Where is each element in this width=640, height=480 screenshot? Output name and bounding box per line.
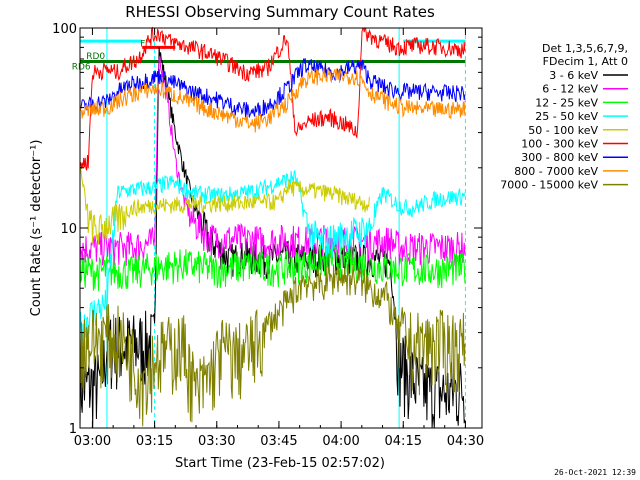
series-line-3 xyxy=(79,170,466,344)
x-tick-label-1: 03:15 xyxy=(136,434,173,449)
timestamp: 26-Oct-2021 12:39 xyxy=(554,468,636,477)
legend-label-1: 6 - 12 keV xyxy=(542,83,598,96)
series-line-4 xyxy=(79,166,370,245)
x-tick-label-4: 04:00 xyxy=(322,434,359,449)
y-axis-label: Count Rate (s⁻¹ detector⁻¹) xyxy=(29,140,44,317)
series-4 xyxy=(79,166,370,245)
legend-header-0: Det 1,3,5,6,7,9, xyxy=(542,42,628,55)
legend-label-6: 300 - 800 keV xyxy=(521,151,598,164)
annotation-1: RD0 xyxy=(86,52,105,62)
legend-label-3: 25 - 50 keV xyxy=(535,110,598,123)
series-line-5 xyxy=(79,26,466,171)
x-tick-label-6: 04:30 xyxy=(447,434,484,449)
annotation-2: F xyxy=(140,39,145,49)
y-tick-label-0: 1 xyxy=(69,422,77,437)
legend-header-1: FDecim 1, Att 0 xyxy=(543,55,628,68)
legend-label-2: 12 - 25 keV xyxy=(535,96,598,109)
series-layer xyxy=(79,26,466,429)
series-8 xyxy=(79,263,466,427)
x-tick-label-5: 04:15 xyxy=(385,434,422,449)
x-tick-label-3: 03:45 xyxy=(260,434,297,449)
annotation-0: RD6 xyxy=(72,63,91,73)
series-line-7 xyxy=(79,67,466,133)
series-2 xyxy=(79,244,466,291)
y-tick-label-1: 10 xyxy=(60,222,77,237)
legend: Det 1,3,5,6,7,9,FDecim 1, Att 03 - 6 keV… xyxy=(500,42,628,192)
legend-label-4: 50 - 100 keV xyxy=(528,124,598,137)
series-0 xyxy=(79,46,466,429)
series-7 xyxy=(79,67,466,133)
series-3 xyxy=(79,170,466,344)
series-line-0 xyxy=(79,46,466,429)
axes-layer: 03:00 03:15 03:30 03:45 04:00 04:15 04:30 1 10 10… xyxy=(52,22,484,449)
series-line-2 xyxy=(79,244,466,291)
series-line-8 xyxy=(79,263,466,427)
chart-title: RHESSI Observing Summary Count Rates xyxy=(125,3,435,21)
x-tick-label-0: 03:00 xyxy=(74,434,111,449)
legend-label-8: 7000 - 15000 keV xyxy=(500,179,598,192)
series-line-1 xyxy=(79,55,466,267)
x-axis-label: Start Time (23-Feb-15 02:57:02) xyxy=(175,456,385,471)
x-tick-label-2: 03:30 xyxy=(198,434,235,449)
y-tick-label-2: 100 xyxy=(52,22,77,37)
legend-label-7: 800 - 7000 keV xyxy=(514,165,598,178)
legend-label-0: 3 - 6 keV xyxy=(549,69,598,82)
legend-label-5: 100 - 300 keV xyxy=(521,138,598,151)
series-1 xyxy=(79,55,466,267)
series-5 xyxy=(79,26,466,171)
